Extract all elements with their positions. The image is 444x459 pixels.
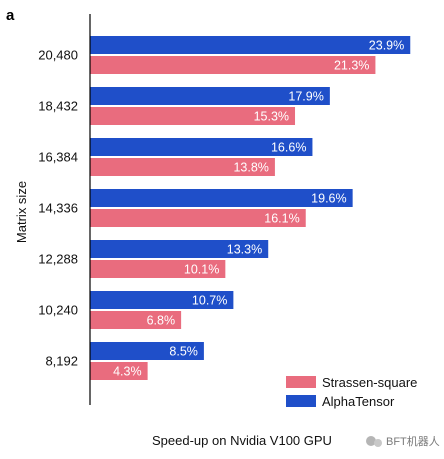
bar-strassen-8192 <box>90 362 148 380</box>
bar-alphatensor-20480 <box>90 36 411 54</box>
bar-strassen-14336 <box>90 209 306 227</box>
legend: Strassen-square AlphaTensor <box>286 375 417 409</box>
y-tick-label: 16,384 <box>38 150 78 165</box>
bar-value-label-strassen-18432: 15.3% <box>254 110 289 124</box>
legend-swatch-alphatensor <box>286 395 316 407</box>
y-tick-label: 10,240 <box>38 303 78 318</box>
bar-strassen-16384 <box>90 158 275 176</box>
watermark: BFT机器人 <box>366 434 440 448</box>
bar-value-label-alphatensor-12288: 13.3% <box>227 243 262 257</box>
wechat-icon-bubble <box>374 439 382 447</box>
bar-value-label-strassen-20480: 21.3% <box>334 59 369 73</box>
bar-alphatensor-10240 <box>90 291 234 309</box>
bar-value-label-strassen-10240: 6.8% <box>147 314 176 328</box>
bar-value-label-alphatensor-20480: 23.9% <box>369 39 404 53</box>
bar-alphatensor-14336 <box>90 189 353 207</box>
bar-value-label-alphatensor-8192: 8.5% <box>169 345 198 359</box>
bar-alphatensor-18432 <box>90 87 330 105</box>
y-tick-label: 20,480 <box>38 48 78 63</box>
bar-strassen-18432 <box>90 107 296 125</box>
bar-value-label-alphatensor-10240: 10.7% <box>192 294 227 308</box>
bar-value-label-strassen-14336: 16.1% <box>264 212 299 226</box>
y-tick-label: 18,432 <box>38 99 78 114</box>
bar-labels-group: 23.9%21.3% 17.9% 15.3% 16.6%13.8% 19.6% 16.1%… <box>113 39 404 379</box>
panel-label: a <box>6 7 15 24</box>
bars-group <box>90 36 411 380</box>
legend-label-strassen: Strassen-square <box>322 375 417 390</box>
x-axis-title: Speed-up on Nvidia V100 GPU <box>152 433 332 448</box>
bar-value-label-alphatensor-18432: 17.9% <box>288 90 323 104</box>
y-tick-label: 12,288 <box>38 252 78 267</box>
bar-strassen-20480 <box>90 56 376 74</box>
wechat-icon <box>366 436 376 446</box>
y-tick-labels: 20,480 18,432 16,384 14,336 12,288 10,240 8,19… <box>38 48 78 369</box>
watermark-text: BFT机器人 <box>386 434 440 448</box>
legend-swatch-strassen <box>286 376 316 388</box>
bar-value-label-strassen-8192: 4.3% <box>113 365 142 379</box>
legend-label-alphatensor: AlphaTensor <box>322 394 395 409</box>
y-axis-title: Matrix size <box>14 181 29 243</box>
bar-strassen-10240 <box>90 311 182 329</box>
bar-value-label-alphatensor-16384: 16.6% <box>271 141 306 155</box>
bar-value-label-strassen-12288: 10.1% <box>184 263 219 277</box>
bar-value-label-alphatensor-14336: 19.6% <box>311 192 346 206</box>
bar-value-label-strassen-16384: 13.8% <box>233 161 268 175</box>
bar-strassen-12288 <box>90 260 226 278</box>
bar-alphatensor-16384 <box>90 138 313 156</box>
bar-alphatensor-8192 <box>90 342 204 360</box>
bar-alphatensor-12288 <box>90 240 269 258</box>
y-tick-label: 8,192 <box>45 354 78 369</box>
y-tick-label: 14,336 <box>38 201 78 216</box>
